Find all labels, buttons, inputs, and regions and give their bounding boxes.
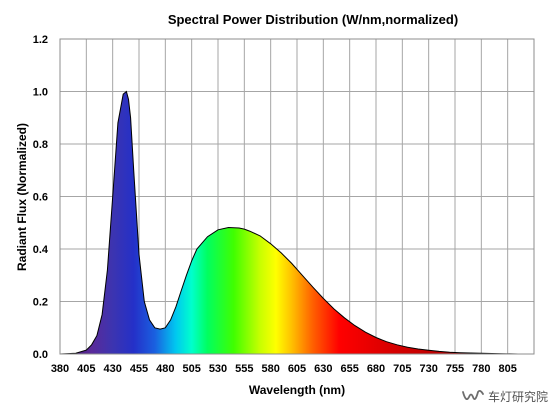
- y-ticks: 0.0 0.2 0.4 0.6 0.8 1.0 1.2: [33, 34, 49, 361]
- y-tick-label: 0.6: [33, 192, 48, 204]
- x-tick-label: 805: [498, 363, 516, 375]
- x-tick-label: 705: [393, 363, 411, 375]
- y-tick-label: 0.0: [33, 349, 48, 361]
- y-tick-label: 0.8: [33, 139, 48, 151]
- x-tick-label: 580: [261, 363, 279, 375]
- x-tick-label: 480: [156, 363, 174, 375]
- x-tick-label: 780: [472, 363, 490, 375]
- y-tick-label: 0.2: [33, 297, 48, 309]
- x-tick-label: 605: [288, 363, 306, 375]
- chart-title: Spectral Power Distribution (W/nm,normal…: [168, 12, 458, 27]
- watermark: 车灯研究院: [462, 388, 548, 405]
- x-tick-label: 655: [340, 363, 358, 375]
- y-axis-label: Radiant Flux (Normalized): [15, 123, 29, 271]
- y-tick-label: 0.4: [33, 244, 49, 256]
- x-tick-label: 755: [446, 363, 464, 375]
- plot-frame: [59, 38, 535, 355]
- y-tick-label: 1.0: [33, 87, 48, 99]
- x-tick-label: 730: [419, 363, 437, 375]
- x-axis-label: Wavelength (nm): [249, 383, 345, 397]
- spectrum-line: [59, 90, 519, 355]
- wechat-channel-icon: [462, 389, 484, 400]
- watermark-text: 车灯研究院: [487, 390, 548, 404]
- x-tick-label: 505: [182, 363, 200, 375]
- x-tick-label: 680: [367, 363, 385, 375]
- x-tick-label: 530: [209, 363, 227, 375]
- x-tick-label: 455: [130, 363, 148, 375]
- x-ticks: 380 405 430 455 480 505 530 555 580 605 630 655 680 7…: [51, 363, 517, 375]
- y-tick-label: 1.2: [33, 34, 48, 46]
- x-tick-label: 430: [103, 363, 121, 375]
- x-tick-label: 630: [314, 363, 332, 375]
- x-tick-label: 380: [51, 363, 69, 375]
- x-tick-label: 555: [235, 363, 253, 375]
- spectrum-area: [60, 91, 519, 354]
- x-tick-label: 405: [77, 363, 95, 375]
